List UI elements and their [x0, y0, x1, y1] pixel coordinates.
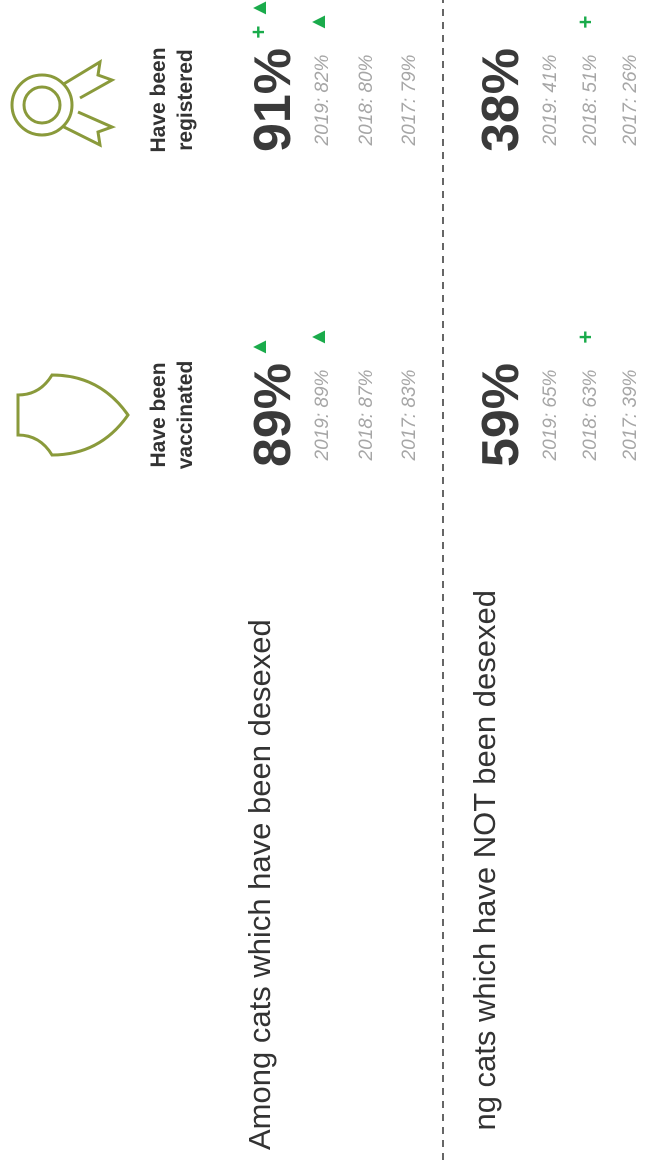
history-value: 2018: 63%: [580, 369, 601, 461]
rosette-icon: [10, 59, 117, 148]
change-indicator: ▲: [246, 336, 271, 358]
column-label: vaccinated: [174, 361, 197, 470]
history-value: 2019: 82%: [312, 54, 333, 146]
big-value: 38%: [472, 48, 530, 152]
big-value: 89%: [244, 363, 302, 467]
group-title: ng cats which have NOT been desexed: [467, 590, 502, 1131]
column-label: Have been: [147, 47, 170, 152]
history-value: 2017: 79%: [399, 54, 420, 146]
change-indicator: +: [573, 331, 598, 344]
big-value: 59%: [472, 363, 530, 467]
change-indicator: +: [246, 26, 271, 39]
history-value: 2018: 80%: [356, 54, 377, 146]
column-label: Have been: [147, 362, 170, 467]
group-title: Among cats which have been desexed: [242, 619, 277, 1150]
change-indicator: ▲: [305, 326, 330, 348]
history-value: 2018: 87%: [356, 369, 377, 461]
shield-icon: [16, 373, 130, 457]
history-value: 2017: 83%: [399, 369, 420, 461]
column-label: registered: [174, 49, 197, 151]
history-value: 2017: 39%: [620, 369, 641, 461]
change-indicator: +: [573, 16, 598, 29]
history-value: 2019: 41%: [540, 54, 561, 146]
change-indicator: ▲: [305, 11, 330, 33]
big-value: 91%: [244, 48, 302, 152]
history-value: 2019: 65%: [540, 369, 561, 461]
history-value: 2019: 89%: [312, 369, 333, 461]
history-value: 2017: 26%: [620, 54, 641, 146]
change-indicator: ▲: [246, 0, 271, 19]
history-value: 2018: 51%: [580, 54, 601, 146]
